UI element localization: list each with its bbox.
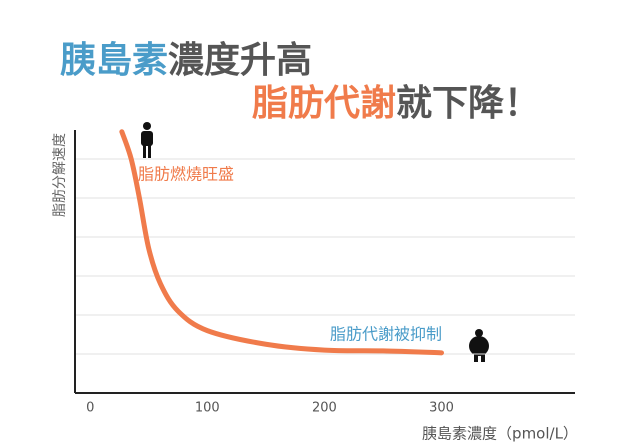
icon-thin-person xyxy=(141,122,153,158)
title-segment: 就下降！ xyxy=(396,83,540,124)
annotation: 脂肪燃燒旺盛 xyxy=(138,165,234,184)
x-tick-label: 100 xyxy=(195,401,220,416)
title-segment: 胰島素 xyxy=(60,40,168,81)
chart-title: 胰島素濃度升高 xyxy=(60,40,312,81)
title-segment: 脂肪代謝 xyxy=(252,83,396,124)
icon-fat-person xyxy=(469,329,489,362)
x-axis-label: 胰島素濃度（pmol/L） xyxy=(422,425,578,443)
title-segment: 濃度升高 xyxy=(168,40,312,81)
x-tick-label: 300 xyxy=(429,401,454,416)
chart-title: 脂肪代謝就下降！ xyxy=(252,83,540,124)
x-tick-label: 0 xyxy=(86,401,94,416)
annotation: 脂肪代謝被抑制 xyxy=(330,325,442,344)
y-axis-label: 脂肪分解速度 xyxy=(52,133,68,217)
x-tick-label: 200 xyxy=(312,401,337,416)
line-series xyxy=(119,129,445,356)
